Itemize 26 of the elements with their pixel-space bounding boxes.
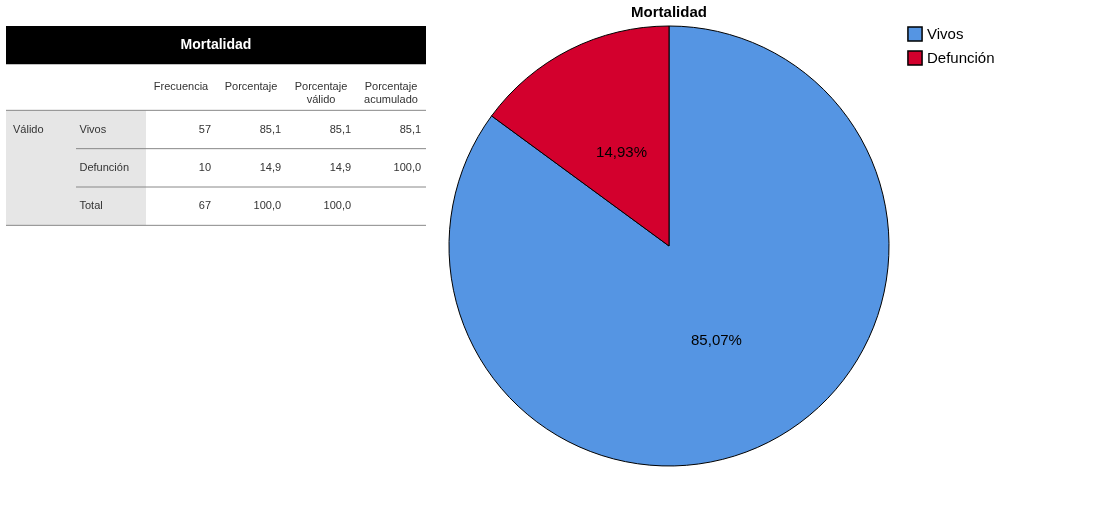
- text: 85,1: [399, 122, 422, 135]
- category-label: Frecuencia: [153, 80, 210, 93]
- text: 14,9: [329, 160, 352, 173]
- data-label: 85,07%: [691, 330, 742, 348]
- text: 85,1: [259, 122, 282, 135]
- category-label: Porcentaje: [224, 80, 278, 93]
- category-label: Defunción: [79, 160, 130, 173]
- text: Válido: [13, 122, 44, 135]
- category-label: Porcentaje válido: [294, 80, 348, 106]
- text: 100,0: [323, 199, 352, 212]
- text: Mortalidad: [180, 36, 252, 53]
- text: 85,1: [329, 122, 352, 135]
- category-label: Vivos: [79, 122, 107, 135]
- text: 67: [198, 199, 212, 212]
- category-label: Porcentaje acumulado: [364, 80, 418, 106]
- text: 100,0: [253, 199, 282, 212]
- pie-slice: [448, 25, 890, 467]
- legend-label: Vivos: [927, 25, 964, 42]
- text: 100,0: [393, 160, 422, 173]
- chart-title: Mortalidad: [631, 3, 707, 20]
- text: 57: [198, 122, 212, 135]
- data-label: 14,93%: [596, 143, 647, 161]
- category-label: Total: [79, 199, 103, 212]
- text: 14,9: [259, 160, 282, 173]
- text: 10: [198, 160, 212, 173]
- legend-label: Defunción: [927, 49, 995, 66]
